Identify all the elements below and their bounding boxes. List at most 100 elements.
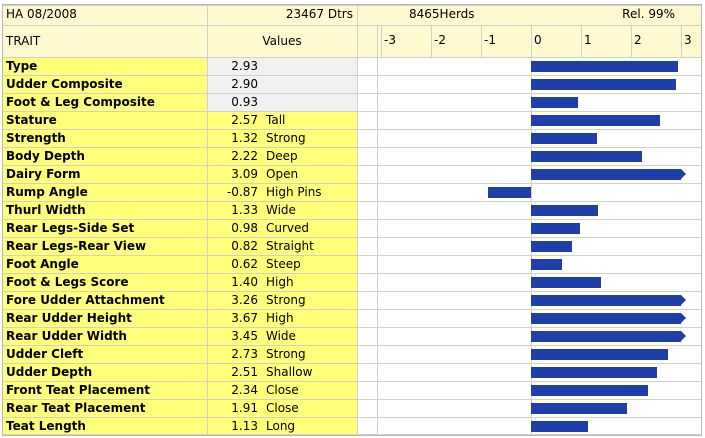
trait-name: Front Teat Placement xyxy=(3,381,207,399)
daughters-count: 23467 Dtrs xyxy=(285,7,353,21)
trait-bar xyxy=(531,223,580,234)
trait-description xyxy=(262,57,357,75)
trait-name: Udder Cleft xyxy=(3,345,207,363)
row-divider xyxy=(3,363,701,364)
trait-column-header: TRAIT xyxy=(3,25,207,57)
trait-description: Straight xyxy=(262,237,357,255)
axis-tick-label: 0 xyxy=(534,33,542,47)
trait-header-label: TRAIT xyxy=(6,34,41,48)
row-divider xyxy=(3,345,701,346)
trait-name: Rear Udder Height xyxy=(3,309,207,327)
trait-name: Udder Depth xyxy=(3,363,207,381)
trait-name: Rear Udder Width xyxy=(3,327,207,345)
axis-tick-label: 1 xyxy=(584,33,592,47)
header-herds-cell: 8465Herds Rel. 99% xyxy=(357,5,701,25)
row-divider xyxy=(3,147,701,148)
axis-tick-label: -1 xyxy=(484,33,496,47)
row-divider xyxy=(3,129,701,130)
trait-name: Rear Teat Placement xyxy=(3,399,207,417)
row-divider xyxy=(3,57,701,58)
trait-bar xyxy=(531,259,562,270)
trait-description: Open xyxy=(262,165,357,183)
trait-value: 0.93 xyxy=(207,93,262,111)
column-divider xyxy=(377,25,378,435)
row-divider xyxy=(3,25,701,26)
trait-description: Strong xyxy=(262,345,357,363)
row-divider xyxy=(3,201,701,202)
trait-value: 2.57 xyxy=(207,111,262,129)
axis-tick-line xyxy=(381,25,382,57)
trait-bar xyxy=(531,385,648,396)
trait-bar xyxy=(531,115,660,126)
header-dtrs-cell: 23467 Dtrs xyxy=(207,5,357,25)
trait-name: Stature xyxy=(3,111,207,129)
row-divider xyxy=(3,93,701,94)
trait-description: Long xyxy=(262,417,357,435)
trait-bar xyxy=(531,403,627,414)
trait-description: Wide xyxy=(262,201,357,219)
trait-value: 3.67 xyxy=(207,309,262,327)
reliability-value: Rel. 99% xyxy=(622,7,675,21)
trait-name: Type xyxy=(3,57,207,75)
trait-value: 1.13 xyxy=(207,417,262,435)
row-divider xyxy=(3,434,701,435)
herds-count: 8465Herds xyxy=(409,7,475,21)
trait-bar xyxy=(531,367,657,378)
trait-bar xyxy=(487,187,531,198)
trait-description: High xyxy=(262,273,357,291)
trait-profile-table: HA 08/2008 23467 Dtrs 8465Herds Rel. 99%… xyxy=(2,4,702,436)
row-divider xyxy=(3,219,701,220)
axis-tick-line xyxy=(631,25,632,57)
trait-value: 2.93 xyxy=(207,57,262,75)
column-divider xyxy=(207,5,208,435)
trait-name: Dairy Form xyxy=(3,165,207,183)
axis-tick-line xyxy=(681,25,682,57)
trait-bar xyxy=(531,331,681,342)
trait-description: Wide xyxy=(262,327,357,345)
row-divider xyxy=(3,327,701,328)
trait-bar xyxy=(531,295,681,306)
trait-value: 3.26 xyxy=(207,291,262,309)
row-divider xyxy=(3,75,701,76)
trait-description: Shallow xyxy=(262,363,357,381)
axis-tick-label: 3 xyxy=(684,33,692,47)
trait-description: Close xyxy=(262,381,357,399)
trait-bar xyxy=(531,133,597,144)
trait-name: Foot & Legs Score xyxy=(3,273,207,291)
row-divider xyxy=(3,237,701,238)
row-divider xyxy=(3,309,701,310)
row-divider xyxy=(3,291,701,292)
trait-value: 0.82 xyxy=(207,237,262,255)
row-divider xyxy=(3,417,701,418)
trait-description: Tall xyxy=(262,111,357,129)
axis-tick-line xyxy=(431,25,432,57)
trait-description: Steep xyxy=(262,255,357,273)
overflow-arrow-icon xyxy=(681,331,686,341)
trait-name: Teat Length xyxy=(3,417,207,435)
trait-description: Close xyxy=(262,399,357,417)
trait-name: Fore Udder Attachment xyxy=(3,291,207,309)
trait-value: 2.22 xyxy=(207,147,262,165)
trait-description: High Pins xyxy=(262,183,357,201)
trait-bar xyxy=(531,313,681,324)
axis-tick-line xyxy=(581,25,582,57)
axis-tick-label: -2 xyxy=(434,33,446,47)
row-divider xyxy=(3,381,701,382)
trait-description: Strong xyxy=(262,129,357,147)
trait-name: Udder Composite xyxy=(3,75,207,93)
trait-value: 3.09 xyxy=(207,165,262,183)
trait-name: Body Depth xyxy=(3,147,207,165)
overflow-arrow-icon xyxy=(681,169,686,179)
trait-bar xyxy=(531,61,678,72)
trait-name: Foot & Leg Composite xyxy=(3,93,207,111)
trait-description xyxy=(262,75,357,93)
trait-description xyxy=(262,93,357,111)
trait-value: 1.32 xyxy=(207,129,262,147)
trait-description: Curved xyxy=(262,219,357,237)
trait-value: 0.62 xyxy=(207,255,262,273)
trait-name: Foot Angle xyxy=(3,255,207,273)
trait-name: Strength xyxy=(3,129,207,147)
row-divider xyxy=(3,273,701,274)
overflow-arrow-icon xyxy=(681,295,686,305)
row-divider xyxy=(3,399,701,400)
